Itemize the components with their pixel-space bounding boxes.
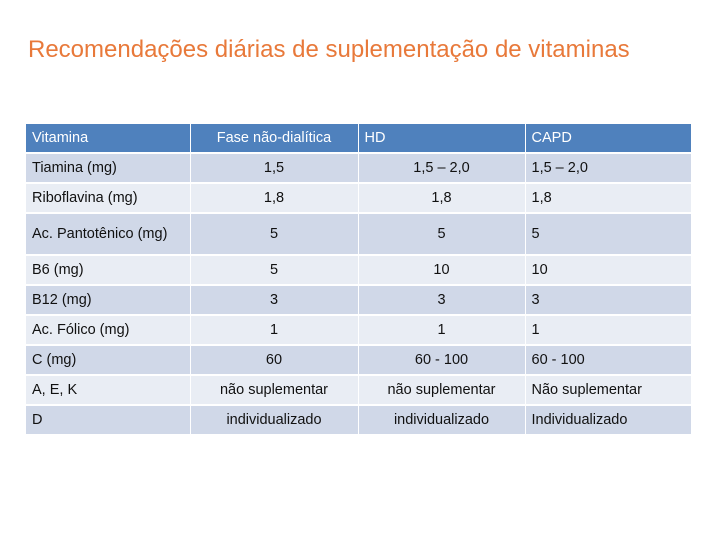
cell-nao-dialitica: 1,8 bbox=[189, 183, 358, 214]
cell-vitamin: B6 (mg) bbox=[26, 255, 190, 286]
cell-capd: 60 - 100 bbox=[524, 345, 691, 376]
cell-hd: 1,5 – 2,0 bbox=[357, 153, 525, 184]
cell-nao-dialitica: não suplementar bbox=[189, 375, 358, 406]
header-hd: HD bbox=[357, 124, 525, 154]
cell-vitamin: Riboflavina (mg) bbox=[26, 183, 190, 214]
cell-nao-dialitica: individualizado bbox=[189, 405, 358, 436]
cell-vitamin: B12 (mg) bbox=[26, 285, 190, 316]
table-header-row: Vitamina Fase não-dialítica HD CAPD bbox=[26, 124, 691, 154]
table-row: A, E, K não suplementar não suplementar … bbox=[26, 375, 691, 406]
cell-capd: 1 bbox=[524, 315, 691, 346]
cell-nao-dialitica: 1,5 bbox=[189, 153, 358, 184]
cell-hd: 60 - 100 bbox=[357, 345, 525, 376]
cell-capd: 3 bbox=[524, 285, 691, 316]
table-row: C (mg) 60 60 - 100 60 - 100 bbox=[26, 345, 691, 376]
cell-capd: 1,8 bbox=[524, 183, 691, 214]
cell-vitamin: Tiamina (mg) bbox=[26, 153, 190, 184]
cell-vitamin: Ac. Pantotênico (mg) bbox=[26, 213, 190, 256]
table-row: Riboflavina (mg) 1,8 1,8 1,8 bbox=[26, 183, 691, 214]
table-row: B12 (mg) 3 3 3 bbox=[26, 285, 691, 316]
cell-vitamin: D bbox=[26, 405, 190, 436]
cell-capd: 1,5 – 2,0 bbox=[524, 153, 691, 184]
cell-hd: 1 bbox=[357, 315, 525, 346]
header-vitamina: Vitamina bbox=[26, 124, 190, 154]
table-row: Ac. Fólico (mg) 1 1 1 bbox=[26, 315, 691, 346]
cell-vitamin: C (mg) bbox=[26, 345, 190, 376]
cell-hd: 5 bbox=[357, 213, 525, 256]
cell-vitamin: A, E, K bbox=[26, 375, 190, 406]
table-row: D individualizado individualizado Indivi… bbox=[26, 405, 691, 436]
cell-capd: 10 bbox=[524, 255, 691, 286]
cell-vitamin: Ac. Fólico (mg) bbox=[26, 315, 190, 346]
cell-hd: não suplementar bbox=[357, 375, 525, 406]
cell-nao-dialitica: 1 bbox=[189, 315, 358, 346]
slide-title: Recomendações diárias de suplementação d… bbox=[28, 36, 630, 63]
vitamin-table: Vitamina Fase não-dialítica HD CAPD Tiam… bbox=[26, 124, 691, 436]
cell-capd: Não suplementar bbox=[524, 375, 691, 406]
cell-hd: 3 bbox=[357, 285, 525, 316]
cell-hd: individualizado bbox=[357, 405, 525, 436]
cell-capd: Individualizado bbox=[524, 405, 691, 436]
table-row: Tiamina (mg) 1,5 1,5 – 2,0 1,5 – 2,0 bbox=[26, 153, 691, 184]
cell-hd: 1,8 bbox=[357, 183, 525, 214]
cell-nao-dialitica: 3 bbox=[189, 285, 358, 316]
cell-nao-dialitica: 5 bbox=[189, 255, 358, 286]
header-fase-nao-dialitica: Fase não-dialítica bbox=[189, 124, 358, 154]
cell-nao-dialitica: 60 bbox=[189, 345, 358, 376]
cell-nao-dialitica: 5 bbox=[189, 213, 358, 256]
table-row: Ac. Pantotênico (mg) 5 5 5 bbox=[26, 213, 691, 256]
cell-hd: 10 bbox=[357, 255, 525, 286]
cell-capd: 5 bbox=[524, 213, 691, 256]
header-capd: CAPD bbox=[524, 124, 691, 154]
table-row: B6 (mg) 5 10 10 bbox=[26, 255, 691, 286]
